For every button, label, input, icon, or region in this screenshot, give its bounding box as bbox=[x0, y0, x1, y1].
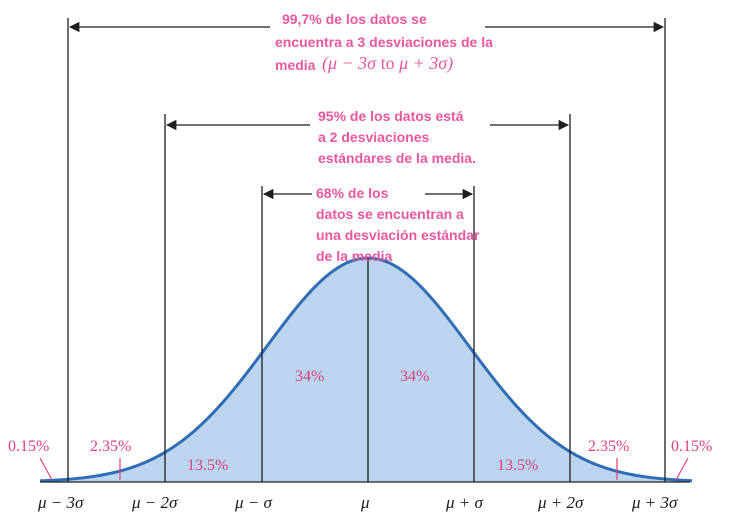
annotation-2-sigma: 95% de los datos está a 2 desviaciones e… bbox=[318, 108, 476, 166]
annotation-3-sigma: 99,7% de los datos se encuentra a 3 desv… bbox=[275, 11, 493, 74]
annotation-3sigma-line-2: encuentra a 3 desviaciones de la bbox=[275, 34, 493, 50]
axis-label-minus-3-sigma: μ − 3σ bbox=[37, 493, 84, 512]
axis-label-mean: μ bbox=[360, 493, 370, 512]
annotation-2sigma-line-2: a 2 desviaciones bbox=[318, 129, 430, 145]
annotation-2sigma-line-3: estándares de la media. bbox=[318, 150, 476, 166]
annotation-1sigma-line-2: datos se encuentran a bbox=[316, 206, 464, 222]
axis-label-minus-1-sigma: μ − σ bbox=[234, 493, 273, 512]
axis-label-plus-2-sigma: μ + 2σ bbox=[537, 493, 584, 512]
annotation-1sigma-line-3: una desviación estándar bbox=[316, 227, 480, 243]
annotation-3sigma-line-1: 99,7% de los datos se bbox=[282, 11, 427, 27]
annotation-1sigma-line-4: de la media bbox=[316, 248, 392, 264]
region-label-outer-right: 2.35% bbox=[588, 438, 629, 455]
annotation-1-sigma: 68% de los datos se encuentran a una des… bbox=[316, 185, 480, 264]
axis-label-plus-3-sigma: μ + 3σ bbox=[631, 493, 678, 512]
bell-curve-area bbox=[40, 258, 692, 482]
axis-label-plus-1-sigma: μ + σ bbox=[445, 493, 484, 512]
annotation-1sigma-line-1: 68% de los bbox=[316, 185, 389, 201]
region-label-mid-left: 13.5% bbox=[187, 457, 228, 474]
bell-curve-outline bbox=[39, 256, 693, 483]
tick-tail-left bbox=[39, 457, 53, 481]
region-label-center-left: 34% bbox=[295, 368, 324, 385]
region-label-tail-left: 0.15% bbox=[8, 438, 49, 455]
axis-label-minus-2-sigma: μ − 2σ bbox=[131, 493, 178, 512]
region-label-tail-right: 0.15% bbox=[671, 438, 712, 455]
annotation-3sigma-formula: (μ − 3σ to μ + 3σ) bbox=[322, 53, 453, 74]
region-label-mid-right: 13.5% bbox=[497, 457, 538, 474]
annotation-2sigma-line-1: 95% de los datos está bbox=[318, 108, 464, 124]
region-label-outer-left: 2.35% bbox=[90, 438, 131, 455]
region-label-center-right: 34% bbox=[400, 368, 429, 385]
annotation-3sigma-line-3: media bbox=[275, 57, 316, 73]
tick-tail-right bbox=[675, 457, 689, 481]
